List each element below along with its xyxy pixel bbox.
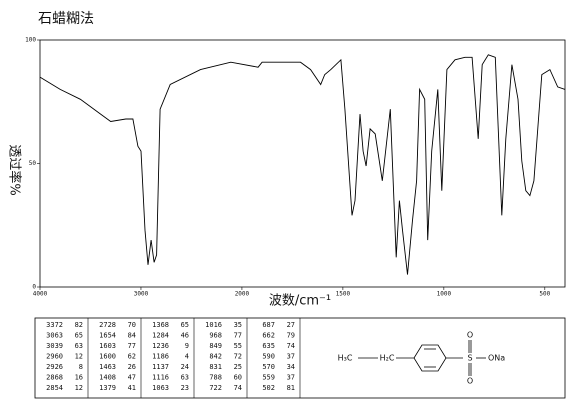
peak-transmittance: 62	[128, 353, 136, 361]
plot-frame	[39, 39, 566, 288]
y-tick-label: 50	[29, 160, 37, 167]
peak-wavenumber: 968	[209, 332, 222, 340]
peak-transmittance: 74	[234, 384, 242, 392]
y-tick-label: 100	[25, 37, 36, 44]
x-axis-label: 波数/cm⁻¹	[269, 294, 331, 309]
peak-transmittance: 70	[128, 321, 136, 329]
peak-transmittance: 60	[234, 374, 242, 382]
peak-transmittance: 77	[234, 332, 242, 340]
peak-wavenumber: 2960	[46, 353, 63, 361]
peak-wavenumber: 1284	[152, 332, 169, 340]
atom-label: ONa	[488, 354, 505, 363]
peak-wavenumber: 1654	[99, 332, 116, 340]
peak-transmittance: 34	[287, 363, 295, 371]
peak-wavenumber: 3063	[46, 332, 63, 340]
peak-wavenumber: 590	[262, 353, 275, 361]
y-axis-label: 透过率%	[7, 144, 23, 195]
peak-transmittance: 26	[128, 363, 136, 371]
peak-wavenumber: 831	[209, 363, 222, 371]
peak-wavenumber: 1236	[152, 342, 169, 350]
peak-wavenumber: 1408	[99, 374, 116, 382]
peak-wavenumber: 2854	[46, 384, 63, 392]
peak-wavenumber: 2868	[46, 374, 63, 382]
peak-transmittance: 9	[185, 342, 189, 350]
atom-label: H₃C	[338, 354, 353, 363]
x-tick-label: 1000	[437, 291, 452, 298]
peak-wavenumber: 722	[209, 384, 222, 392]
peak-transmittance: 65	[181, 321, 189, 329]
peak-wavenumber: 2728	[99, 321, 116, 329]
peak-transmittance: 65	[75, 332, 83, 340]
peak-transmittance: 82	[75, 321, 83, 329]
peak-transmittance: 27	[287, 321, 295, 329]
x-tick-label: 3000	[134, 291, 149, 298]
peak-wavenumber: 502	[262, 384, 275, 392]
peak-wavenumber: 3372	[46, 321, 63, 329]
atom-label: O	[467, 377, 473, 386]
peak-transmittance: 37	[287, 353, 295, 361]
atom-label: H₂C	[380, 354, 395, 363]
peak-transmittance: 74	[287, 342, 295, 350]
atom-label: O	[467, 331, 473, 340]
y-tick-label: 0	[32, 284, 36, 291]
peak-transmittance: 8	[79, 363, 83, 371]
peak-transmittance: 84	[128, 332, 136, 340]
chart-title: 石蜡糊法	[38, 11, 94, 27]
peak-transmittance: 55	[234, 342, 242, 350]
peak-transmittance: 41	[128, 384, 136, 392]
peak-transmittance: 46	[181, 332, 189, 340]
peak-transmittance: 25	[234, 363, 242, 371]
structure-labels: H₃C H₂C S O O ONa	[338, 331, 506, 386]
peak-wavenumber: 1368	[152, 321, 169, 329]
x-tick-label: 2000	[235, 291, 250, 298]
peak-wavenumber: 1463	[99, 363, 116, 371]
peak-wavenumber: 849	[209, 342, 222, 350]
peak-transmittance: 37	[287, 374, 295, 382]
peak-wavenumber: 1186	[152, 353, 169, 361]
peak-transmittance: 24	[181, 363, 189, 371]
table-dividers	[87, 318, 301, 398]
peak-transmittance: 63	[75, 342, 83, 350]
peak-wavenumber: 842	[209, 353, 222, 361]
peak-wavenumber: 1116	[152, 374, 169, 382]
peak-wavenumber: 559	[262, 374, 275, 382]
x-tick-label: 4000	[33, 291, 48, 298]
structure-drawing	[358, 340, 486, 376]
peak-wavenumber: 570	[262, 363, 275, 371]
spectrum-line	[39, 54, 566, 275]
x-tick-label: 1500	[336, 291, 351, 298]
peak-wavenumber: 2926	[46, 363, 63, 371]
x-tick-label: 500	[539, 291, 550, 298]
peak-transmittance: 79	[287, 332, 295, 340]
peak-transmittance: 77	[128, 342, 136, 350]
peak-transmittance: 35	[234, 321, 242, 329]
peak-transmittance: 72	[234, 353, 242, 361]
peak-wavenumber: 788	[209, 374, 222, 382]
peak-transmittance: 81	[287, 384, 295, 392]
peak-wavenumber: 687	[262, 321, 275, 329]
peak-wavenumber: 1379	[99, 384, 116, 392]
peak-transmittance: 47	[128, 374, 136, 382]
atom-label: S	[467, 354, 472, 363]
peak-wavenumber: 1137	[152, 363, 169, 371]
peak-transmittance: 12	[75, 353, 83, 361]
peak-wavenumber: 1603	[99, 342, 116, 350]
peak-transmittance: 4	[185, 353, 189, 361]
peak-transmittance: 63	[181, 374, 189, 382]
peak-transmittance: 16	[75, 374, 83, 382]
peak-wavenumber: 662	[262, 332, 275, 340]
peak-wavenumber: 1063	[152, 384, 169, 392]
peak-transmittance: 12	[75, 384, 83, 392]
peak-wavenumber: 1600	[99, 353, 116, 361]
peak-wavenumber: 1016	[205, 321, 222, 329]
peak-wavenumber: 635	[262, 342, 275, 350]
peak-wavenumber: 3039	[46, 342, 63, 350]
peak-transmittance: 23	[181, 384, 189, 392]
